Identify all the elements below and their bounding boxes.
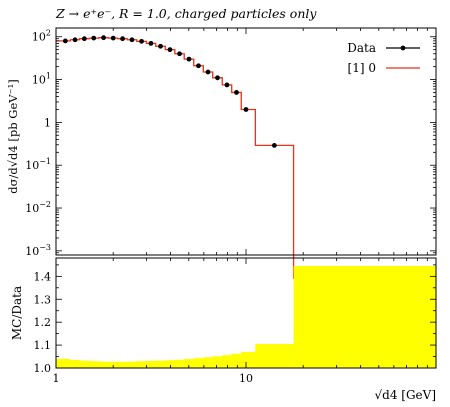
y-tick-label: 1 — [44, 116, 51, 129]
data-point — [224, 82, 230, 88]
data-point — [120, 36, 125, 42]
chart-title: Z → e⁺e⁻, R = 1.0, charged particles onl… — [55, 6, 317, 21]
data-point — [101, 35, 106, 41]
data-point — [177, 51, 182, 57]
data-point — [139, 38, 144, 44]
data-point — [186, 56, 192, 62]
data-point — [243, 107, 249, 112]
main-panel: 102 101 1 10−1 10−2 10−3 dσ/d√d4 [pb GeV⁻¹] — [6, 27, 437, 290]
ratio-panel: 1.0 1.1 1.2 1.3 1.4 1 10 MC/Data √d4 [GeV] — [10, 257, 437, 402]
y-axis-label: dσ/d√d4 [pb GeV⁻¹] — [6, 79, 20, 193]
data-point — [196, 63, 201, 69]
data-point — [129, 37, 135, 43]
model-histogram-line — [56, 37, 436, 279]
data-point — [158, 43, 163, 49]
x-tick-label: 1 — [53, 372, 60, 385]
ratio-band — [56, 266, 436, 368]
legend-label-model: [1] 0 — [348, 61, 376, 75]
data-point — [81, 36, 87, 42]
main-frame — [55, 27, 437, 256]
ratio-y-tick-label: 1.2 — [34, 316, 52, 329]
data-point — [167, 47, 173, 53]
legend-marker-data — [400, 45, 406, 51]
data-point — [271, 143, 277, 148]
ratio-y-tick-label: 1.4 — [34, 270, 52, 283]
y-tick-label: 102 — [32, 29, 51, 44]
legend-label-data: Data — [347, 41, 376, 55]
ratio-y-axis-label: MC/Data — [10, 286, 24, 340]
x-tick-label: 10 — [239, 372, 253, 385]
data-point — [234, 90, 239, 95]
ratio-y-tick-label: 1.3 — [34, 293, 52, 306]
data-point — [72, 37, 78, 43]
data-point — [215, 75, 220, 81]
y-tick-label: 10−3 — [25, 243, 51, 258]
data-point — [148, 40, 154, 46]
data-point — [62, 38, 68, 44]
data-point — [110, 35, 116, 41]
legend: Data [1] 0 — [347, 41, 420, 75]
ratio-y-tick-label: 1.1 — [34, 339, 52, 352]
ratio-y-tick-label: 1.0 — [34, 362, 52, 375]
x-axis-label: √d4 [GeV] — [375, 388, 437, 402]
data-point — [91, 35, 97, 41]
y-tick-label: 10−1 — [25, 157, 51, 172]
y-tick-label: 101 — [32, 72, 51, 87]
y-tick-label: 10−2 — [25, 200, 51, 215]
data-point — [205, 69, 211, 75]
